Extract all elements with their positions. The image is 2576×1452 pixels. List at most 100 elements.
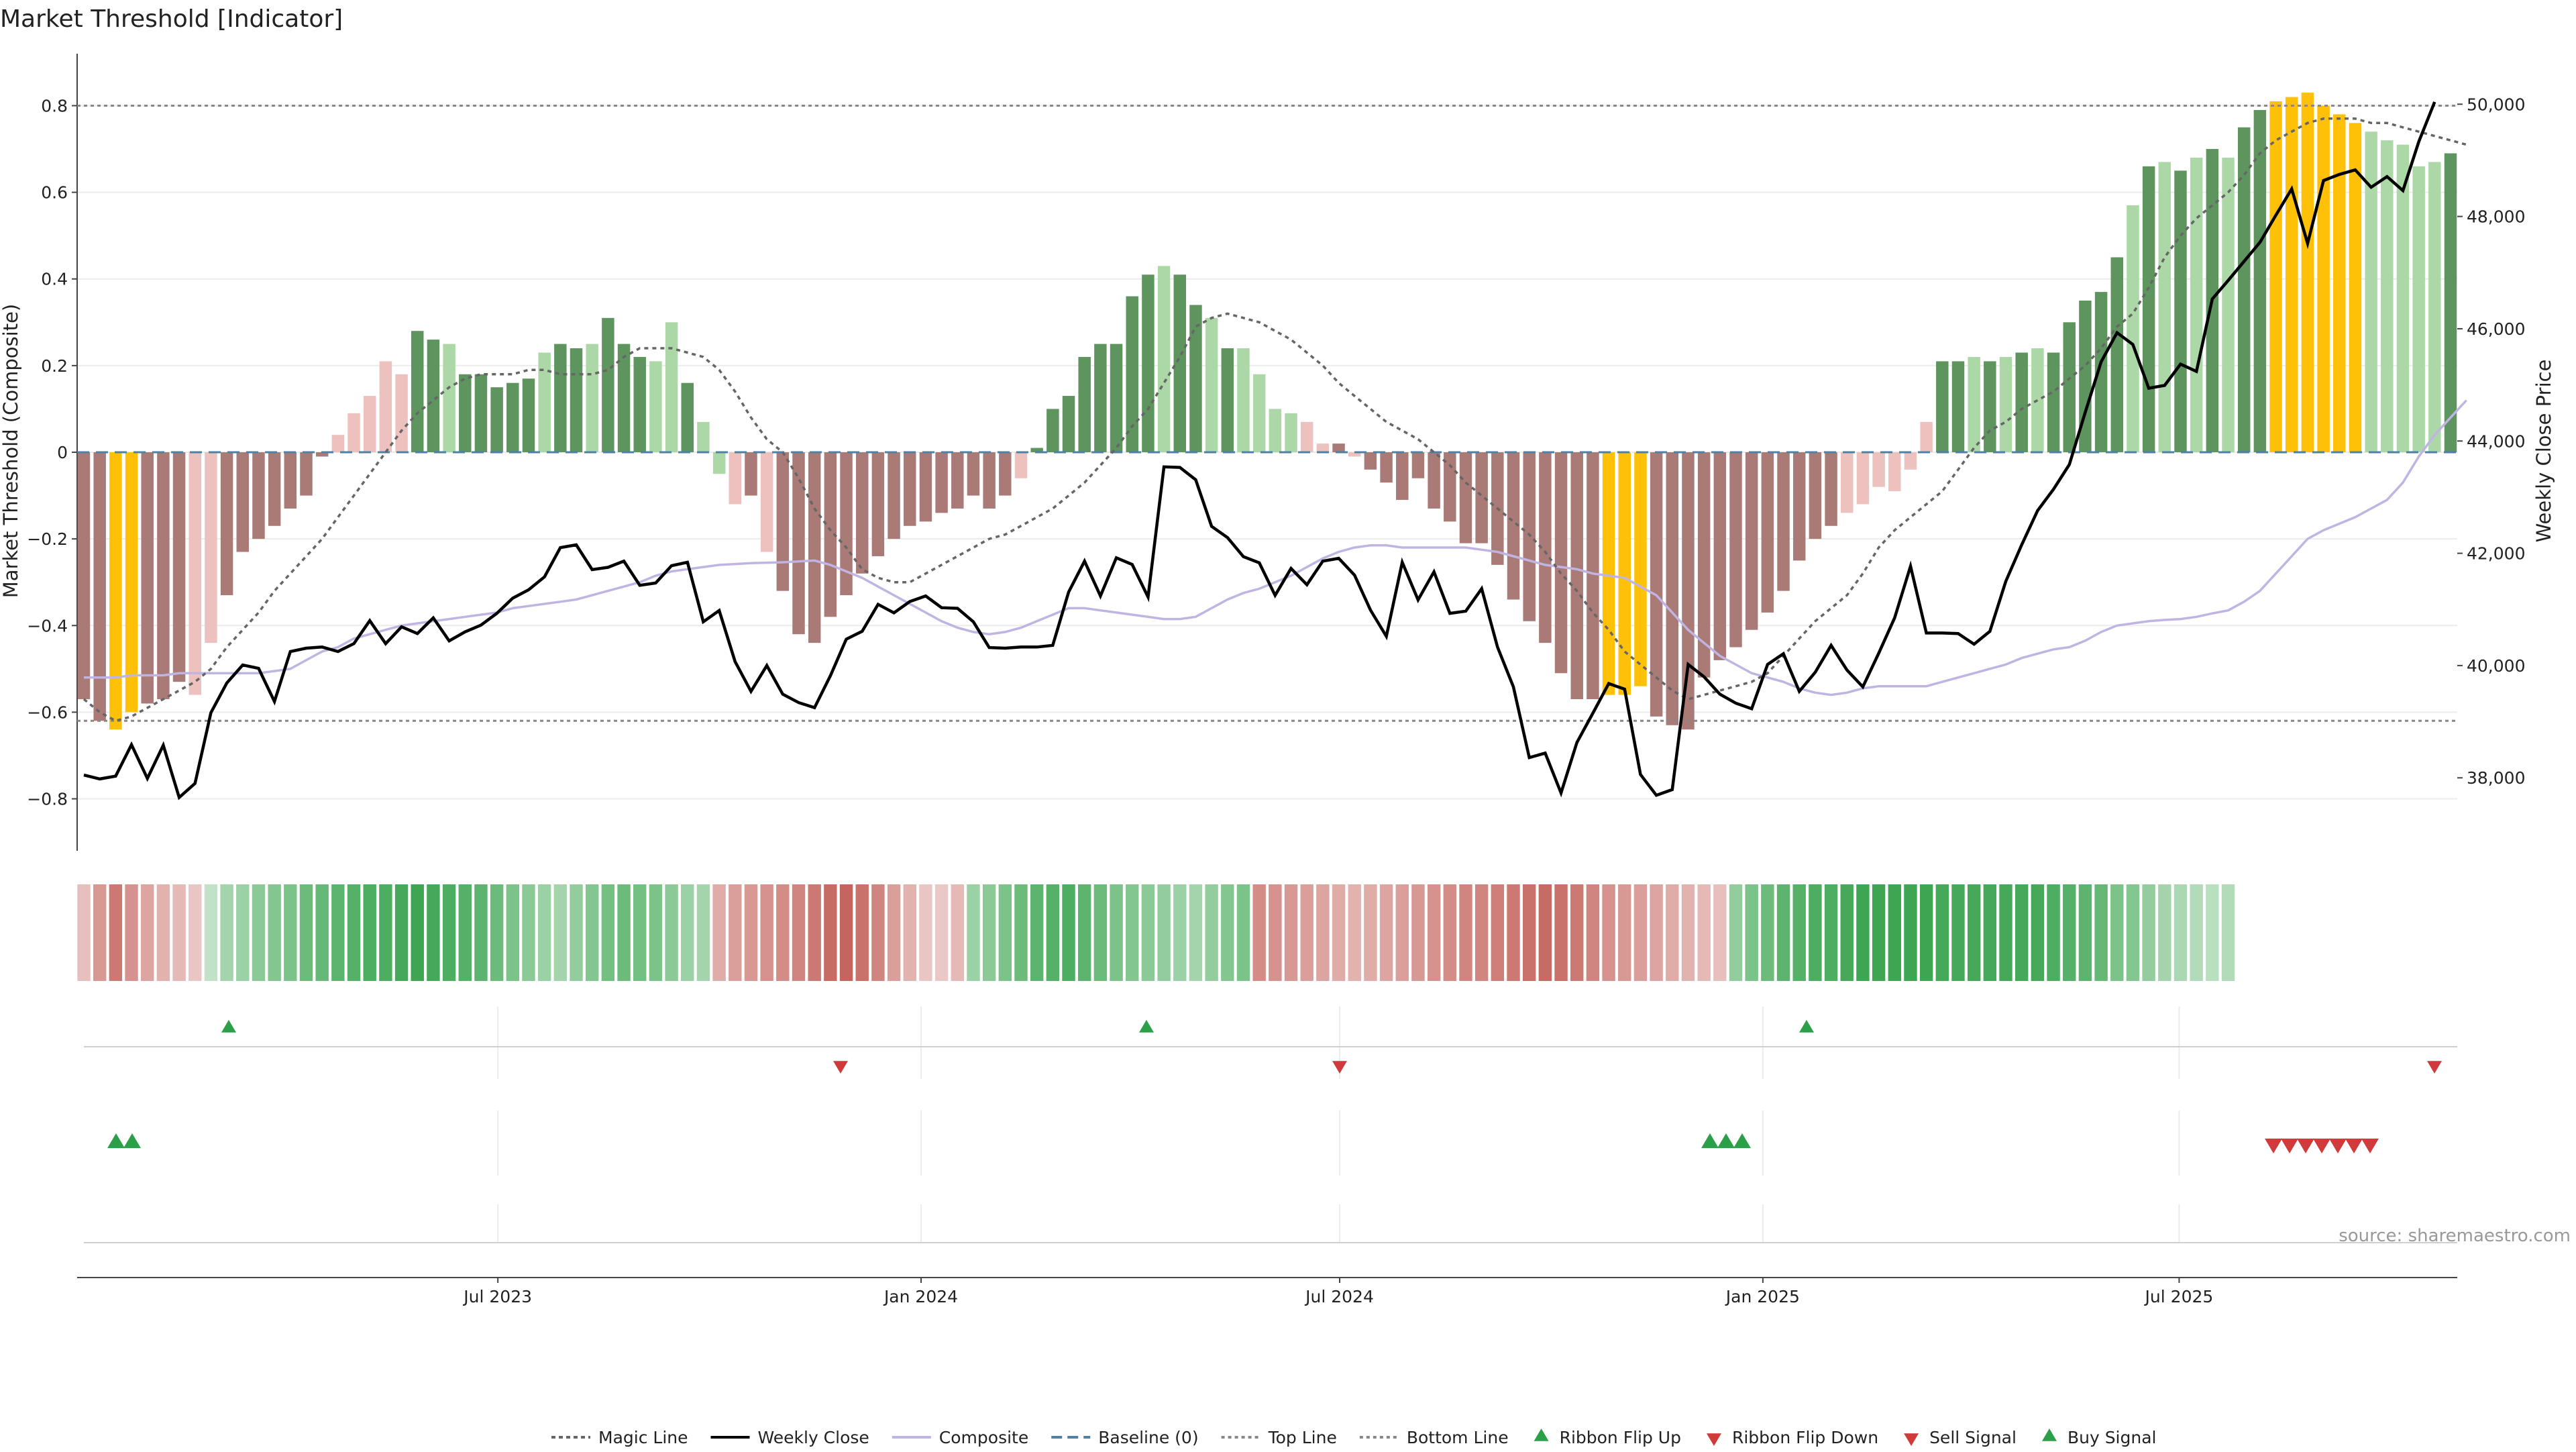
ribbon-segment bbox=[1602, 884, 1615, 981]
composite-bar bbox=[2174, 170, 2187, 452]
composite-bar bbox=[1110, 344, 1123, 452]
composite-bar bbox=[363, 396, 376, 452]
composite-bar bbox=[2317, 105, 2330, 452]
composite-bar bbox=[2079, 301, 2092, 452]
composite-bar bbox=[824, 452, 837, 617]
ribbon-segment bbox=[696, 884, 710, 981]
composite-bar bbox=[1841, 452, 1854, 513]
composite-bar bbox=[2142, 166, 2155, 452]
composite-bar bbox=[2015, 352, 2028, 452]
sell-signal-marker bbox=[2345, 1138, 2363, 1153]
ribbon-segment bbox=[1570, 884, 1584, 981]
ribbon-segment bbox=[156, 884, 170, 981]
ribbon-strip bbox=[77, 884, 2235, 981]
composite-bar bbox=[300, 452, 313, 496]
ribbon-segment bbox=[1935, 884, 1949, 981]
composite-bar bbox=[1094, 344, 1107, 452]
buy-signal-marker bbox=[1717, 1133, 1735, 1149]
composite-bar bbox=[1316, 444, 1330, 452]
composite-bar bbox=[284, 452, 297, 509]
y-tick-label: 0.2 bbox=[41, 356, 68, 376]
y2-tick-label: 46,000 bbox=[2467, 319, 2525, 339]
composite-bar bbox=[236, 452, 250, 552]
ribbon-segment bbox=[125, 884, 138, 981]
composite-bar bbox=[1030, 448, 1043, 452]
composite-bar bbox=[1189, 305, 1202, 452]
ribbon-segment bbox=[729, 884, 742, 981]
ribbon-segment bbox=[1364, 884, 1377, 981]
composite-line bbox=[84, 399, 2467, 696]
ribbon-segment bbox=[2174, 884, 2188, 981]
ribbon-segment bbox=[1189, 884, 1203, 981]
composite-bar bbox=[331, 435, 345, 452]
composite-bar bbox=[1142, 274, 1155, 452]
y2-tick-label: 44,000 bbox=[2467, 431, 2525, 451]
ribbon-segment bbox=[1348, 884, 1361, 981]
ribbon-segment bbox=[1697, 884, 1711, 981]
composite-bar bbox=[1411, 452, 1425, 478]
ribbon-segment bbox=[442, 884, 456, 981]
ribbon-segment bbox=[1872, 884, 1886, 981]
y-tick-label: 0.6 bbox=[41, 183, 68, 203]
ribbon-segment bbox=[1141, 884, 1155, 981]
composite-bar bbox=[2158, 162, 2171, 453]
y-tick-label: −0.6 bbox=[27, 703, 68, 722]
composite-bar bbox=[2428, 162, 2441, 453]
ribbon-segment bbox=[1316, 884, 1330, 981]
ribbon-segment bbox=[1650, 884, 1663, 981]
ribbon-segment bbox=[204, 884, 218, 981]
composite-bar bbox=[1745, 452, 1758, 630]
composite-bar bbox=[443, 344, 455, 452]
ribbon-segment bbox=[1666, 884, 1679, 981]
ribbon-segment bbox=[109, 884, 123, 981]
composite-bar bbox=[109, 452, 122, 730]
composite-bar bbox=[967, 452, 980, 496]
ribbon-segment bbox=[1474, 884, 1489, 981]
composite-bar bbox=[506, 382, 519, 452]
composite-bar bbox=[1904, 452, 1917, 470]
composite-bar bbox=[1205, 317, 1218, 452]
ribbon-segment bbox=[2031, 884, 2045, 981]
sell-signal-marker bbox=[2281, 1138, 2298, 1153]
ribbon-segment bbox=[792, 884, 806, 981]
ribbon-segment bbox=[2078, 884, 2092, 981]
ribbon-flip-up-marker bbox=[1139, 1020, 1154, 1033]
ribbon-segment bbox=[1522, 884, 1536, 981]
ribbon-segment bbox=[506, 884, 520, 981]
composite-bar bbox=[125, 452, 138, 713]
legend-swatch bbox=[1706, 1433, 1721, 1446]
composite-bar bbox=[1173, 274, 1187, 452]
ribbon-segment bbox=[1062, 884, 1075, 981]
ribbon-segment bbox=[649, 884, 663, 981]
ribbon-segment bbox=[967, 884, 980, 981]
ribbon-segment bbox=[220, 884, 233, 981]
ribbon-segment bbox=[1205, 884, 1218, 981]
composite-bar bbox=[2333, 114, 2346, 453]
ribbon-segment bbox=[1443, 884, 1457, 981]
ribbon-segment bbox=[2110, 884, 2124, 981]
ribbon-segment bbox=[1221, 884, 1234, 981]
ribbon-segment bbox=[601, 884, 615, 981]
ribbon-segment bbox=[2221, 884, 2235, 981]
legend-label: Ribbon Flip Up bbox=[1560, 1428, 1681, 1447]
composite-bar bbox=[1618, 452, 1631, 695]
ribbon-segment bbox=[347, 884, 361, 981]
ribbon-segment bbox=[1300, 884, 1313, 981]
composite-bar bbox=[760, 452, 773, 552]
ribbon-segment bbox=[1077, 884, 1091, 981]
composite-bar bbox=[1936, 361, 1949, 452]
composite-bar bbox=[1634, 452, 1647, 686]
composite-bar bbox=[395, 374, 408, 452]
composite-bar bbox=[697, 421, 710, 452]
ribbon-segment bbox=[394, 884, 409, 981]
composite-bar bbox=[855, 452, 869, 574]
ribbon-segment bbox=[903, 884, 916, 981]
composite-bar bbox=[315, 452, 329, 457]
composite-bar bbox=[617, 344, 631, 452]
ribbon-segment bbox=[1379, 884, 1393, 981]
composite-bar bbox=[1252, 374, 1266, 452]
ribbon-segment bbox=[284, 884, 297, 981]
magic-line bbox=[83, 117, 2467, 723]
ribbon-segment bbox=[1999, 884, 2012, 981]
ribbon-segment bbox=[1904, 884, 1917, 981]
